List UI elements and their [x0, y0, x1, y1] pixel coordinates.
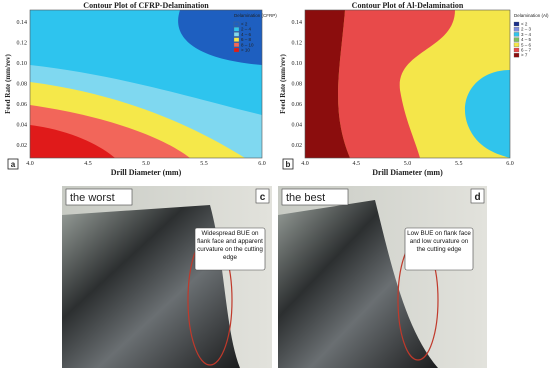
photo-caption: the best: [286, 192, 325, 204]
y-tick-label: 0.10: [17, 61, 28, 67]
legend-swatch: [513, 21, 520, 27]
y-axis-label: Feed Rate (mm/rev): [4, 53, 12, 113]
legend-swatch: [513, 37, 520, 42]
panel-letter-box: [282, 158, 294, 170]
photo-caption: the worst: [70, 192, 115, 204]
panel-letter: b: [286, 160, 291, 169]
panel-title: Contour Plot of Al-Delamination: [352, 1, 464, 10]
legend-label: < 2: [521, 22, 528, 27]
letter-box: [255, 188, 270, 204]
legend-swatch: [233, 32, 240, 37]
legend-swatch: [233, 21, 240, 27]
photo-letter: c: [260, 192, 266, 203]
legend-label: > 10: [241, 48, 250, 53]
legend-label: 6 – 7: [521, 48, 532, 53]
x-tick-label: 4.0: [26, 161, 34, 167]
caption-box: [65, 188, 133, 206]
legend-label: 3 – 4: [521, 32, 532, 37]
legend-label: > 7: [521, 53, 528, 58]
legend-label: 4 – 6: [241, 32, 252, 37]
y-axis-label: Feed Rate (mm/rev): [279, 53, 287, 113]
note-wrap: Widespread BUE on flank face and apparen…: [197, 230, 263, 261]
note-box: [194, 227, 266, 271]
photo-letter: d: [474, 192, 480, 203]
photo-d: [278, 186, 487, 368]
x-tick-label: 6.0: [506, 161, 514, 167]
panel-letter-box: [7, 158, 19, 170]
legend-label: 2 – 4: [241, 27, 252, 32]
contour-a: [29, 9, 263, 159]
panel-letter: a: [11, 160, 16, 169]
legend-label: 2 – 3: [521, 27, 532, 32]
y-tick-label: 0.14: [292, 20, 303, 26]
y-tick-label: 0.02: [17, 143, 28, 149]
legend-swatch: [513, 32, 520, 37]
y-tick-label: 0.14: [17, 20, 28, 26]
y-tick-label: 0.10: [292, 61, 303, 67]
legend-swatch: [233, 42, 240, 47]
legend-swatch: [233, 27, 240, 32]
y-tick-label: 0.04: [292, 123, 303, 129]
contour-b: [304, 9, 511, 159]
x-tick-label: 6.0: [258, 161, 266, 167]
x-tick-label: 5.5: [455, 161, 463, 167]
panel-title: Contour Plot of CFRP-Delamination: [83, 1, 209, 10]
x-tick-label: 5.5: [200, 161, 208, 167]
y-tick-label: 0.06: [292, 102, 303, 108]
note-wrap: Low BUE on flank face and low curvature …: [407, 230, 471, 253]
legend-swatch: [513, 53, 520, 58]
legend-swatch: [513, 27, 520, 32]
caption-box: [281, 188, 349, 206]
y-tick-label: 0.08: [292, 82, 303, 88]
y-tick-label: 0.06: [17, 102, 28, 108]
x-tick-label: 5.0: [404, 161, 412, 167]
y-tick-label: 0.08: [17, 82, 28, 88]
photo-c: [62, 186, 272, 368]
x-tick-label: 4.0: [301, 161, 309, 167]
legend-swatch: [233, 37, 240, 42]
photo-note: Widespread BUE on flank face and apparen…: [197, 230, 263, 261]
legend-label: 5 – 6: [521, 42, 532, 47]
x-tick-label: 4.5: [84, 161, 92, 167]
y-tick-label: 0.02: [292, 143, 303, 149]
x-tick-label: 4.5: [353, 161, 361, 167]
legend-swatch: [513, 47, 520, 53]
legend-label: 4 – 5: [521, 37, 532, 42]
letter-box: [470, 188, 485, 204]
legend-swatch: [513, 42, 520, 47]
legend-title: Delamination (CFRP): [234, 13, 277, 18]
photo-note: Low BUE on flank face and low curvature …: [407, 230, 471, 253]
y-tick-label: 0.04: [17, 123, 28, 129]
note-box: [404, 227, 474, 271]
y-tick-label: 0.12: [292, 41, 303, 47]
legend-title: Delamination (Al): [514, 13, 549, 18]
legend-label: < 2: [241, 22, 248, 27]
legend-label: 8 – 10: [241, 42, 254, 47]
legend-swatch: [233, 47, 240, 53]
x-tick-label: 5.0: [142, 161, 150, 167]
x-axis-label: Drill Diameter (mm): [111, 168, 182, 177]
x-axis-label: Drill Diameter (mm): [372, 168, 443, 177]
legend-label: 6 – 8: [241, 37, 252, 42]
y-tick-label: 0.12: [17, 41, 28, 47]
